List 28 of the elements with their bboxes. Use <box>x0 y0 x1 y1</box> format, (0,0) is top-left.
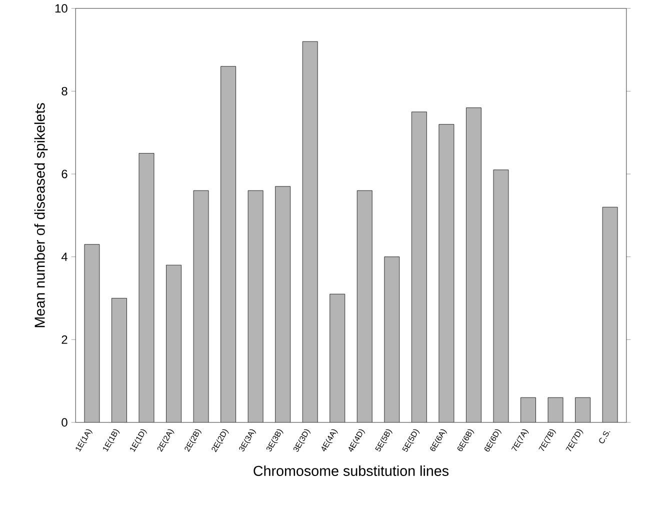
bar <box>466 108 482 422</box>
bar <box>575 397 590 422</box>
y-tick-label: 6 <box>62 170 68 178</box>
bar <box>275 186 291 422</box>
bar <box>411 112 427 422</box>
y-tick-label: 4 <box>61 252 68 261</box>
bar <box>166 264 182 422</box>
bar <box>330 294 346 422</box>
bar <box>602 206 618 422</box>
bar <box>302 41 318 422</box>
y-tick-label: 2 <box>62 335 68 344</box>
bar <box>112 298 127 422</box>
bar <box>193 190 209 422</box>
y-tick-label: 8 <box>62 86 68 96</box>
bar <box>493 170 509 422</box>
y-axis-title: Mean number of diseased spikelets <box>34 103 48 328</box>
bar <box>248 190 264 422</box>
bar <box>84 244 100 422</box>
y-tick-label: 10 <box>55 4 68 13</box>
bar <box>548 397 564 422</box>
bar <box>138 153 154 422</box>
bar <box>520 397 536 422</box>
bar <box>438 124 454 422</box>
bar <box>356 190 372 422</box>
y-tick-label: 0 <box>62 418 68 427</box>
x-axis-title: Chromosome substitution lines <box>254 465 449 476</box>
bar <box>384 256 400 422</box>
bar <box>220 66 236 422</box>
